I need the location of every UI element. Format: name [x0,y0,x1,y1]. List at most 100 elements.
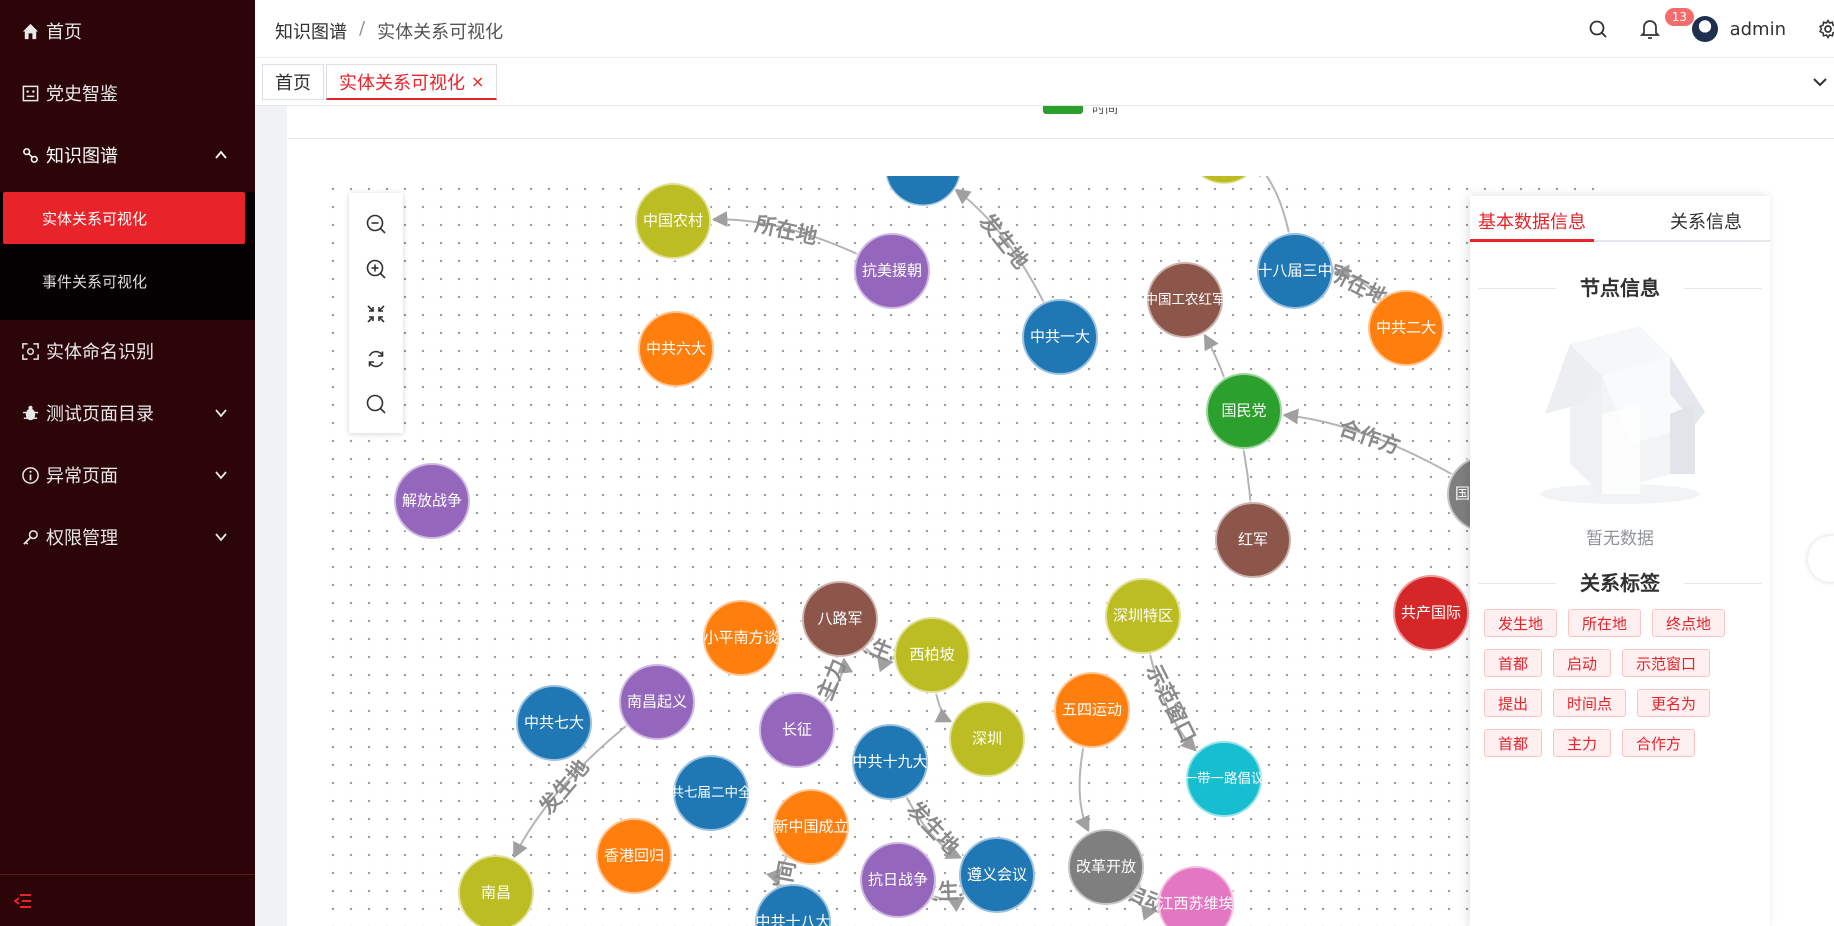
graph-node-circle[interactable] [757,690,837,770]
sidebar-item-party-history[interactable]: 党史智鉴 [0,62,255,124]
graph-node[interactable]: 深圳 [947,699,1027,779]
avatar[interactable] [1691,16,1718,42]
sidebar-item-test-pages[interactable]: 测试页面目录 [0,382,255,444]
graph-node[interactable]: 中共二大 [1366,288,1446,368]
graph-node[interactable]: 改革开放 [1066,827,1146,907]
graph-node-circle[interactable] [1020,297,1100,377]
graph-node-circle[interactable] [957,835,1037,915]
sidebar-item-home[interactable]: 首页 [0,0,255,62]
graph-node[interactable]: 遵义会议 [957,835,1037,915]
graph-node[interactable]: 抗美援朝 [852,231,932,311]
graph-node[interactable]: 长征 [757,690,837,770]
graph-node[interactable]: 江西苏维埃 [1156,864,1236,926]
username[interactable]: admin [1729,18,1786,40]
graph-node[interactable]: 香港回归 [594,816,674,896]
relation-tag[interactable]: 首都 [1484,729,1543,757]
sidebar-subitem-event-relation[interactable]: 事件关系可视化 [0,250,255,312]
graph-node-circle[interactable] [392,461,472,541]
graph-node-circle[interactable] [671,753,751,833]
gear-icon[interactable] [1816,17,1834,41]
relation-tag[interactable]: 示范窗口 [1622,649,1711,677]
relation-tag[interactable]: 所在地 [1568,609,1642,637]
zoom-out-button[interactable] [349,201,403,246]
graph-node[interactable]: 小平南方谈 [701,598,781,678]
graph-node-circle[interactable] [1184,739,1264,819]
graph-node[interactable]: 八路军 [800,579,880,659]
graph-node-circle[interactable] [1066,827,1146,907]
graph-node[interactable]: 解放战争 [392,461,472,541]
graph-node[interactable]: 西柏坡 [892,615,972,695]
graph-node-circle[interactable] [852,231,932,311]
close-icon[interactable]: × [471,72,485,91]
tab-basic-data[interactable]: 基本数据信息 [1478,212,1586,233]
graph-node[interactable]: 共七届二中全 [671,753,752,833]
graph-node[interactable]: 深圳特区 [1103,576,1183,656]
breadcrumb-item[interactable]: 知识图谱 [275,22,347,43]
graph-node[interactable]: 共产国际 [1391,573,1471,653]
sidebar-subitem-entity-relation[interactable]: 实体关系可视化 [3,192,245,244]
graph-node-circle[interactable] [1052,670,1132,750]
graph-node[interactable]: 中共七大 [514,683,594,763]
sidebar-item-error-pages[interactable]: 异常页面 [0,444,255,506]
relation-tag[interactable]: 提出 [1484,689,1543,717]
graph-node-circle[interactable] [1156,864,1236,926]
sidebar-collapse-toggle[interactable] [0,874,255,926]
refresh-button[interactable] [349,336,403,381]
graph-node-circle[interactable] [456,853,536,926]
graph-node-circle[interactable] [1213,500,1293,580]
graph-canvas[interactable]: 所在地发生地所在地更名为合作方发生地示范窗口主力发生地启动发生地时间点发生地 中… [320,176,1610,926]
graph-node-circle[interactable] [1103,576,1183,656]
graph-node-circle[interactable] [1366,288,1446,368]
graph-node[interactable]: 一带一路倡议 [1184,739,1265,819]
graph-node-circle[interactable] [800,579,880,659]
graph-node[interactable]: 中国工农红军 [1145,260,1226,340]
graph-node[interactable]: 国民党 [1204,371,1284,451]
tab-home[interactable]: 首页 [262,64,324,100]
graph-node-circle[interactable] [1255,231,1335,311]
graph-node[interactable]: 中共十八大 [753,882,833,926]
graph-node[interactable]: 抗日战争 [858,840,938,920]
graph-node-partial[interactable] [884,176,962,208]
relation-tag[interactable]: 时间点 [1553,689,1627,717]
relation-tag[interactable]: 发生地 [1484,609,1558,637]
bell-icon[interactable] [1638,17,1662,41]
fit-view-button[interactable] [349,291,403,336]
graph-node[interactable]: 中共十九大 [850,722,930,802]
graph-node-circle[interactable] [771,787,851,867]
knowledge-graph-svg[interactable]: 所在地发生地所在地更名为合作方发生地示范窗口主力发生地启动发生地时间点发生地 中… [320,176,1610,926]
graph-node-circle[interactable] [701,598,781,678]
graph-node-circle[interactable] [633,181,713,261]
search-icon[interactable] [1586,17,1610,41]
relation-tag[interactable]: 终点地 [1652,609,1726,637]
relation-tag[interactable]: 首都 [1484,649,1543,677]
graph-node-circle[interactable] [892,615,972,695]
graph-node[interactable]: 红军 [1213,500,1293,580]
graph-node[interactable]: 新中国成立 [771,787,851,867]
graph-node-circle[interactable] [753,882,833,926]
relation-tag[interactable]: 更名为 [1637,689,1711,717]
graph-node[interactable]: 南昌起义 [617,662,697,742]
graph-node-circle[interactable] [1204,371,1284,451]
graph-node-circle[interactable] [850,722,930,802]
graph-node[interactable]: 中共一大 [1020,297,1100,377]
graph-node-partial[interactable] [1186,176,1262,186]
relation-tag[interactable]: 主力 [1553,729,1612,757]
sidebar-item-knowledge-graph[interactable]: 知识图谱 [0,124,255,186]
relation-tag[interactable]: 合作方 [1622,729,1696,757]
graph-node[interactable]: 中国农村 [633,181,713,261]
chevron-down-icon[interactable] [1810,72,1830,92]
graph-node-circle[interactable] [1145,260,1225,340]
graph-node-circle[interactable] [617,662,697,742]
graph-node[interactable]: 南昌 [456,853,536,926]
zoom-in-button[interactable] [349,246,403,291]
search-node-button[interactable] [349,381,403,426]
graph-node[interactable]: 五四运动 [1052,670,1132,750]
graph-node-circle[interactable] [1391,573,1471,653]
tab-relation-info[interactable]: 关系信息 [1670,212,1742,233]
tab-entity-relation[interactable]: 实体关系可视化 × [326,64,498,100]
graph-node[interactable]: 中共六大 [636,309,716,389]
graph-node-circle[interactable] [947,699,1027,779]
sidebar-item-permissions[interactable]: 权限管理 [0,506,255,568]
relation-tag[interactable]: 启动 [1553,649,1612,677]
sidebar-item-ner[interactable]: 实体命名识别 [0,320,255,382]
